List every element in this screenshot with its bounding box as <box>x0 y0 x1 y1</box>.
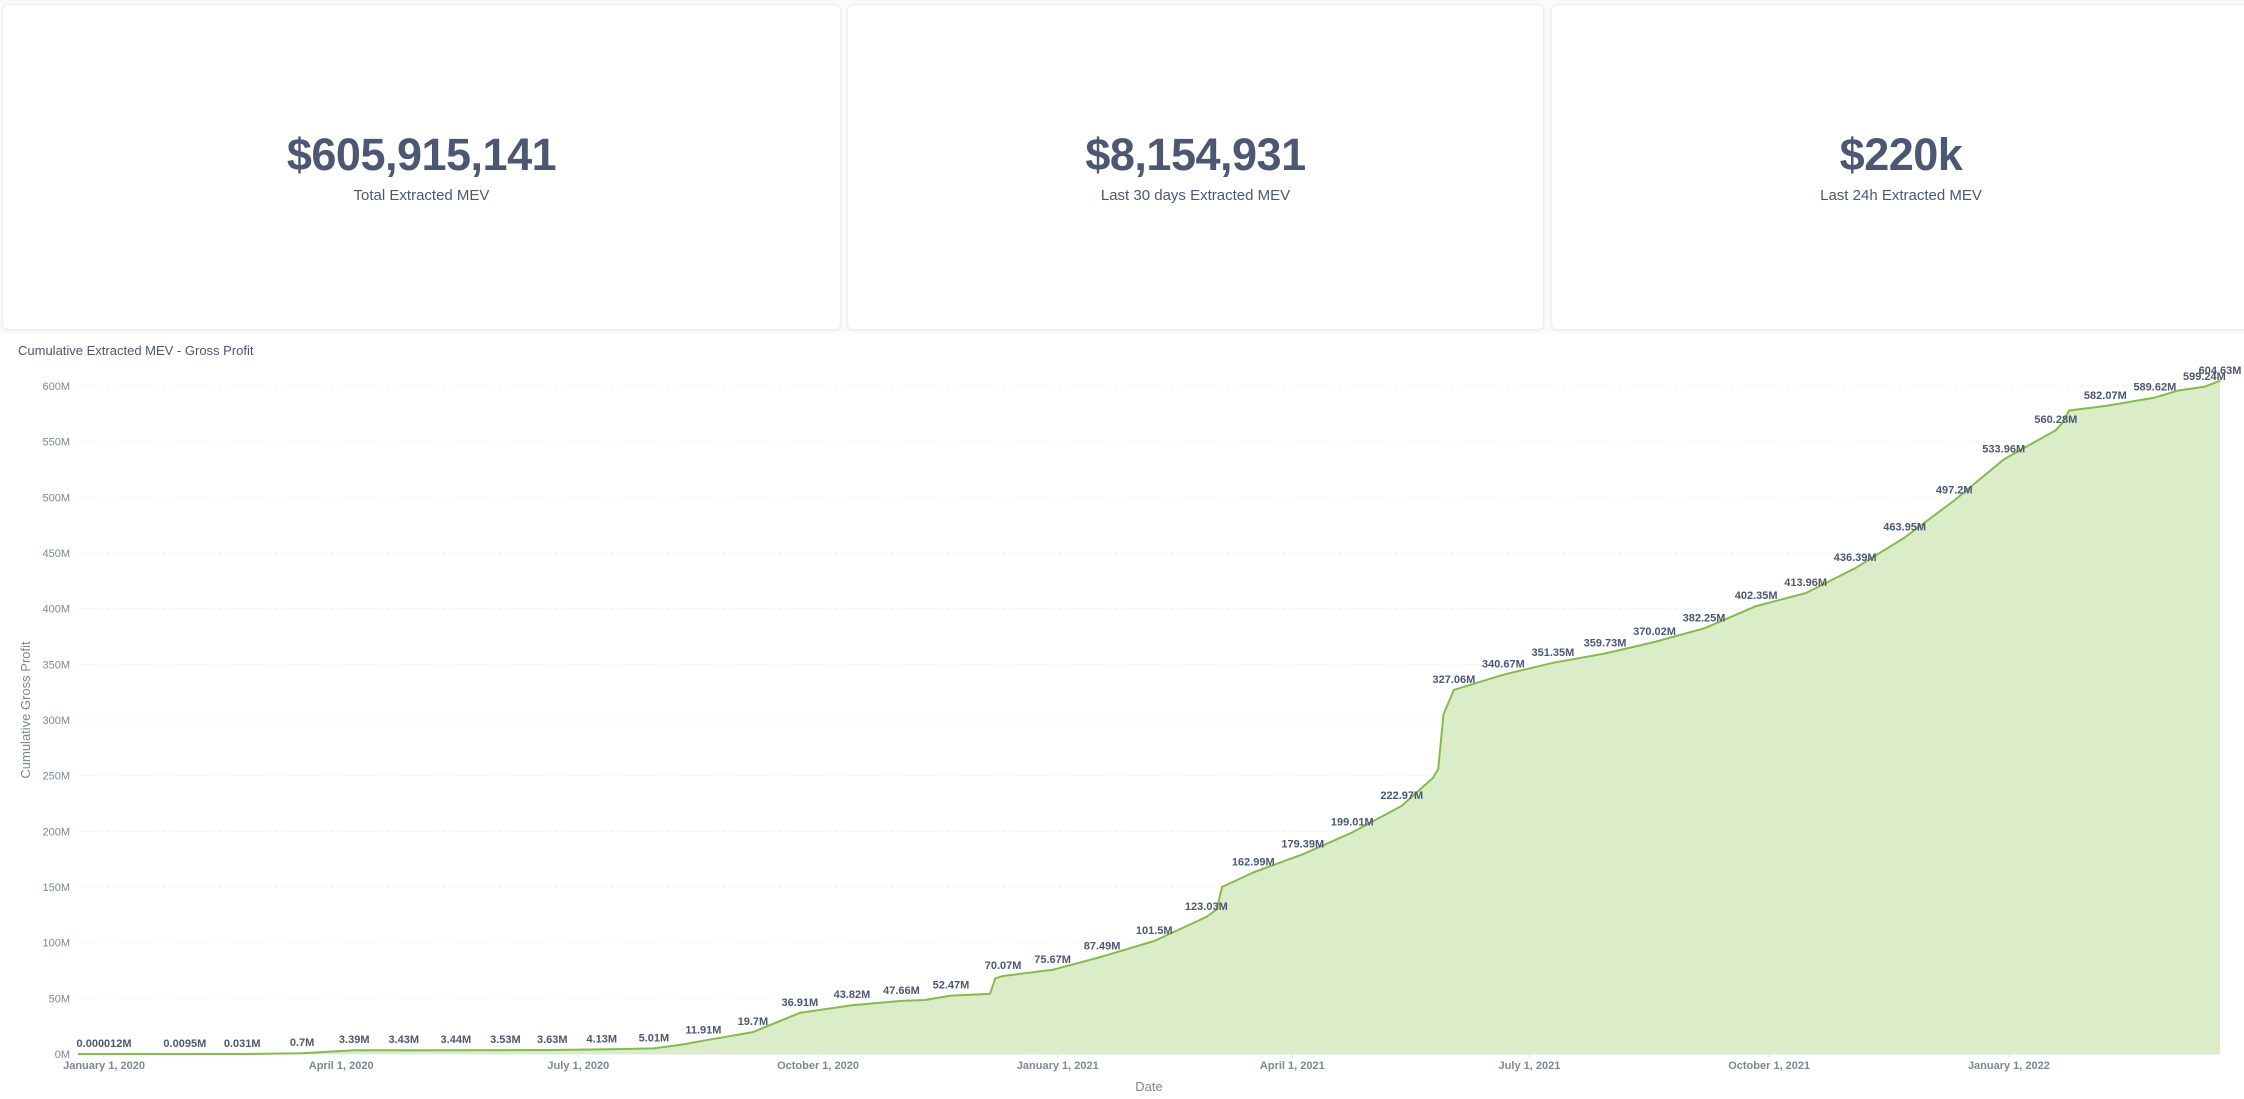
y-tick-label: 50M <box>49 993 70 1005</box>
y-tick-label: 150M <box>42 882 70 894</box>
data-label: 0.000012M <box>77 1038 132 1050</box>
kpi-card-last-24h[interactable]: $220k Last 24h Extracted MEV <box>1551 4 2244 330</box>
data-label: 3.44M <box>441 1034 472 1046</box>
chart-title[interactable]: Cumulative Extracted MEV - Gross Profit <box>18 343 254 358</box>
data-label: 47.66M <box>883 985 920 997</box>
data-label: 5.01M <box>639 1032 670 1044</box>
x-tick-label: January 1, 2020 <box>63 1060 145 1072</box>
data-label: 589.62M <box>2133 382 2176 394</box>
data-label: 19.7M <box>738 1016 769 1028</box>
data-label: 3.63M <box>537 1034 568 1046</box>
x-tick-label: October 1, 2021 <box>1728 1060 1810 1072</box>
data-label: 75.67M <box>1034 954 1071 966</box>
kpi-card-total[interactable]: $605,915,141 Total Extracted MEV <box>2 4 841 330</box>
x-tick-label: October 1, 2020 <box>777 1060 859 1072</box>
data-label: 340.67M <box>1482 659 1525 671</box>
y-axis-title: Cumulative Gross Profit <box>18 641 33 779</box>
data-label: 11.91M <box>685 1025 721 1037</box>
kpi-label-last-24h: Last 24h Extracted MEV <box>1820 187 1982 204</box>
data-label: 3.39M <box>339 1034 370 1046</box>
data-label: 199.01M <box>1331 816 1374 828</box>
kpi-value-last-24h: $220k <box>1839 129 1963 180</box>
kpi-label-last-30-days: Last 30 days Extracted MEV <box>1100 187 1291 204</box>
data-label: 582.07M <box>2084 390 2127 402</box>
data-label: 87.49M <box>1084 941 1121 953</box>
y-tick-label: 0M <box>55 1049 70 1061</box>
data-label: 604.63M <box>2199 365 2242 377</box>
y-tick-label: 450M <box>42 548 70 560</box>
x-tick-label: July 1, 2021 <box>1499 1060 1561 1072</box>
data-label: 599.24M <box>2183 371 2226 383</box>
kpi-value-last-30-days: $8,154,931 <box>1085 129 1306 180</box>
y-tick-label: 250M <box>42 771 70 783</box>
kpi-label-total: Total Extracted MEV <box>353 187 490 204</box>
data-label: 0.0095M <box>163 1038 206 1050</box>
data-label: 52.47M <box>933 980 970 992</box>
data-label: 0.7M <box>290 1037 314 1049</box>
y-tick-label: 350M <box>42 659 70 671</box>
x-tick-label: January 1, 2022 <box>1968 1060 2050 1072</box>
x-tick-label: April 1, 2020 <box>309 1060 374 1072</box>
data-label: 3.53M <box>490 1034 521 1046</box>
data-label: 162.99M <box>1232 857 1275 869</box>
y-tick-label: 550M <box>42 437 70 449</box>
x-axis-title: Date <box>1135 1079 1162 1094</box>
data-label: 533.96M <box>1982 444 2025 456</box>
data-label: 413.96M <box>1784 577 1827 589</box>
x-tick-label: July 1, 2020 <box>547 1060 609 1072</box>
chart-panel: Cumulative Extracted MEV - Gross Profit … <box>0 334 2244 1099</box>
y-tick-label: 300M <box>42 715 70 727</box>
kpi-value-total: $605,915,141 <box>286 129 557 180</box>
data-label: 70.07M <box>985 960 1022 972</box>
data-label: 436.39M <box>1834 552 1877 564</box>
data-label: 0.031M <box>224 1038 261 1050</box>
y-tick-label: 100M <box>42 938 70 950</box>
data-label: 3.43M <box>388 1034 419 1046</box>
data-label: 382.25M <box>1683 612 1726 624</box>
data-label: 327.06M <box>1432 674 1475 686</box>
series-line <box>78 379 2221 1055</box>
x-tick-label: January 1, 2021 <box>1017 1060 1099 1072</box>
data-label: 402.35M <box>1735 590 1778 602</box>
y-tick-label: 500M <box>42 492 70 504</box>
data-label: 359.73M <box>1584 638 1627 650</box>
data-label: 370.02M <box>1633 626 1676 638</box>
x-tick-label: April 1, 2021 <box>1260 1060 1325 1072</box>
y-tick-label: 200M <box>42 826 70 838</box>
data-label: 123.03M <box>1185 901 1228 913</box>
data-label: 497.2M <box>1936 484 1973 496</box>
area-chart[interactable]: 0M 50M 100M 150M 200M 250M 300M 350M 400M 450M 500… <box>0 334 2244 1099</box>
data-label: 463.95M <box>1883 521 1926 533</box>
data-label: 43.82M <box>834 989 871 1001</box>
series-area <box>78 380 2220 1054</box>
data-label: 222.97M <box>1380 790 1423 802</box>
kpi-card-last-30-days[interactable]: $8,154,931 Last 30 days Extracted MEV <box>847 4 1544 330</box>
y-tick-label: 600M <box>42 381 70 393</box>
data-label: 351.35M <box>1531 647 1574 659</box>
data-label: 179.39M <box>1281 838 1324 850</box>
data-label: 560.28M <box>2034 414 2077 426</box>
data-label: 101.5M <box>1136 925 1173 937</box>
data-label: 36.91M <box>781 997 818 1009</box>
data-label: 4.13M <box>586 1033 617 1045</box>
y-tick-label: 400M <box>42 604 70 616</box>
